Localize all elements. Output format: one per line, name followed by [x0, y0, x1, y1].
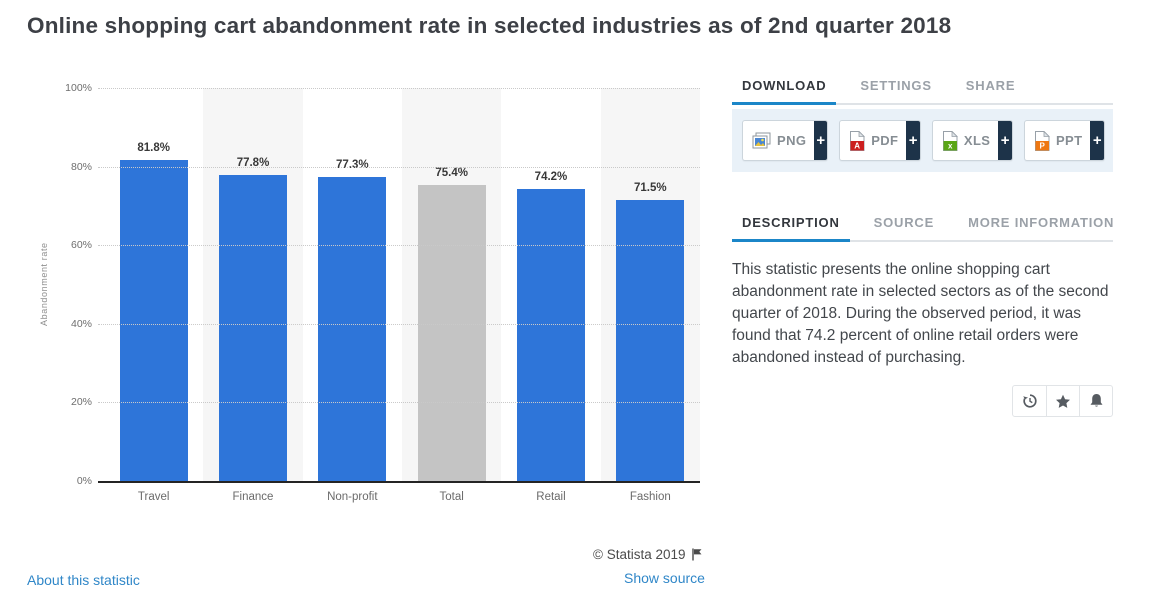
side-panel: DOWNLOAD SETTINGS SHARE PNG + A PDF + x XLS + P PPT…: [732, 70, 1113, 417]
action-button-group: [1012, 385, 1113, 417]
bar-travel[interactable]: [119, 160, 188, 481]
chart-column-fashion: 71.5%: [600, 88, 700, 481]
download-ppt-plus-button[interactable]: +: [1090, 121, 1105, 160]
chart-column-finance: 77.8%: [203, 88, 303, 481]
y-tick-label: 40%: [70, 317, 92, 330]
bar-columns: 81.8% 77.8% 77.3% 75.4% 74.2% 71.5%: [104, 88, 700, 481]
download-ppt-button[interactable]: P PPT +: [1023, 120, 1106, 161]
gridline: [98, 245, 700, 247]
x-category-label: Finance: [232, 491, 274, 503]
download-png-button[interactable]: PNG +: [742, 120, 829, 161]
primary-tab-row: DOWNLOAD SETTINGS SHARE: [732, 70, 1113, 105]
x-category-label: Total: [439, 491, 464, 503]
bar-value-label: 77.3%: [336, 159, 369, 171]
tab-more-information[interactable]: MORE INFORMATION: [968, 215, 1115, 230]
bar-value-label: 81.8%: [137, 142, 170, 154]
xls-file-icon: x: [942, 130, 958, 151]
chart-column-travel: 81.8%: [104, 88, 203, 481]
x-category-label: Retail: [536, 491, 566, 503]
download-xls-button[interactable]: x XLS +: [931, 120, 1013, 161]
secondary-tab-row: DESCRIPTION SOURCE MORE INFORMATION: [732, 207, 1113, 242]
page-title: Online shopping cart abandonment rate in…: [27, 13, 952, 38]
svg-text:x: x: [948, 141, 953, 150]
history-button[interactable]: [1013, 386, 1046, 416]
svg-text:P: P: [1039, 141, 1045, 150]
y-axis-ticks: 0% 20% 40% 60% 80% 100%: [40, 82, 92, 487]
history-icon: [1022, 394, 1037, 408]
download-pdf-plus-button[interactable]: +: [906, 121, 920, 160]
bell-button[interactable]: [1079, 386, 1112, 416]
tab-description[interactable]: DESCRIPTION: [732, 207, 850, 242]
download-format-label: PNG: [777, 133, 807, 148]
bar-finance[interactable]: [218, 175, 287, 481]
chart-column-total: 75.4%: [401, 88, 502, 481]
description-text: This statistic presents the online shopp…: [732, 261, 1109, 366]
download-strip: PNG + A PDF + x XLS + P PPT +: [732, 109, 1113, 172]
pdf-file-icon: A: [849, 130, 866, 151]
tab-share[interactable]: SHARE: [965, 78, 1016, 93]
x-category-label: Travel: [137, 491, 170, 503]
bar-chart: Abandonment rate 0% 20% 40% 60% 80% 100% 81.8…: [39, 80, 700, 510]
download-format-label: XLS: [963, 133, 991, 148]
x-axis-labels: Travel Finance Non-profit Total Retail Fashio…: [104, 491, 700, 503]
x-category-label: Non-profit: [327, 491, 378, 503]
bell-icon: [1090, 394, 1102, 407]
y-tick-label: 20%: [70, 396, 92, 409]
chart-column-non-profit: 77.3%: [303, 88, 402, 481]
bar-total[interactable]: [417, 185, 486, 481]
gridline: [98, 323, 700, 325]
gridline: [98, 88, 700, 89]
show-source-link[interactable]: Show source: [624, 570, 705, 586]
gridline: [98, 166, 700, 168]
download-png-plus-button[interactable]: +: [814, 121, 828, 160]
about-this-statistic-link[interactable]: About this statistic: [27, 572, 140, 588]
tab-source[interactable]: SOURCE: [873, 215, 935, 230]
bar-value-label: 75.4%: [435, 167, 468, 179]
x-category-label: Fashion: [629, 491, 671, 503]
download-xls-plus-button[interactable]: +: [998, 121, 1012, 160]
bar-value-label: 77.8%: [236, 157, 270, 169]
bar-fashion[interactable]: [616, 200, 685, 481]
download-format-label: PDF: [871, 133, 899, 148]
y-tick-label: 80%: [70, 160, 92, 173]
download-pdf-button[interactable]: A PDF +: [839, 120, 921, 161]
chart-column-retail: 74.2%: [501, 88, 600, 481]
y-tick-label: 0%: [76, 475, 92, 487]
png-image-icon: [752, 132, 771, 149]
y-tick-label: 60%: [70, 239, 92, 252]
gridline: [98, 402, 700, 404]
download-format-label: PPT: [1055, 133, 1083, 148]
y-tick-label: 100%: [65, 82, 92, 94]
star-icon: [1056, 394, 1070, 408]
flag-icon[interactable]: [691, 548, 703, 561]
tab-settings[interactable]: SETTINGS: [860, 78, 932, 93]
bar-value-label: 71.5%: [634, 182, 667, 194]
x-axis-line: [98, 481, 700, 483]
bar-value-label: 74.2%: [534, 171, 568, 183]
ppt-file-icon: P: [1034, 130, 1050, 151]
star-button[interactable]: [1046, 386, 1079, 416]
actions-row: [732, 385, 1113, 417]
plot-area: 81.8% 77.8% 77.3% 75.4% 74.2% 71.5%: [98, 88, 700, 481]
copyright-text: © Statista 2019: [593, 547, 686, 562]
copyright-note: © Statista 2019: [593, 547, 703, 562]
bar-non-profit[interactable]: [318, 177, 387, 481]
bar-retail[interactable]: [516, 189, 585, 481]
tab-download[interactable]: DOWNLOAD: [732, 70, 837, 105]
svg-text:A: A: [855, 141, 861, 150]
